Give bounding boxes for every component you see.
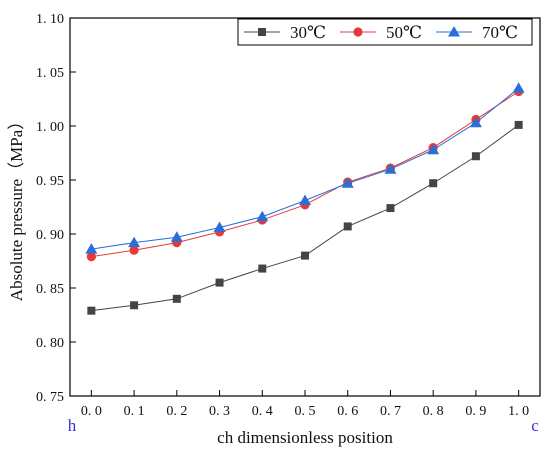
legend-label: 50℃ [386, 23, 422, 42]
data-point [341, 177, 354, 188]
legend-marker [353, 27, 363, 37]
data-point [256, 210, 269, 222]
legend-item-2: 50℃ [340, 23, 422, 42]
data-point [301, 251, 309, 260]
x-tick-label: 0. 6 [337, 404, 358, 419]
x-axis-ticks: 0. 0 0. 1 0. 2 0. 3 0. 4 0. 5 0. 6 0. 7 0. 8 0. 9… [81, 390, 529, 419]
y-tick-label: 0. 80 [36, 336, 64, 351]
legend-label: 30℃ [290, 23, 326, 42]
x-tick-label: 0. 3 [209, 404, 230, 419]
legend: 30℃ 50℃ 70℃ [237, 18, 533, 46]
y-tick-label: 1. 05 [36, 66, 64, 81]
x-tick-label: 1. 0 [508, 404, 529, 419]
end-label-left: h [68, 416, 77, 435]
y-axis-label: Absolute pressure（MPa） [7, 113, 26, 301]
legend-items: 30℃ 50℃ 70℃ [244, 23, 518, 42]
y-tick-label: 1. 00 [36, 120, 64, 135]
y-tick-label: 0. 90 [36, 228, 64, 243]
series-2 [86, 86, 524, 262]
data-point [85, 243, 98, 254]
data-point [129, 245, 139, 255]
end-label-right: c [531, 416, 539, 435]
series-line [91, 91, 519, 258]
data-point [512, 82, 525, 93]
data-point [514, 120, 523, 129]
x-tick-label: 0. 8 [423, 404, 444, 419]
legend-item-3: 70℃ [436, 23, 518, 42]
x-tick-label: 0. 9 [465, 404, 486, 419]
series-3 [85, 82, 525, 254]
data-point [429, 179, 438, 188]
data-point [386, 204, 395, 213]
data-point [469, 116, 482, 128]
data-point [427, 143, 440, 155]
data-point [343, 222, 352, 231]
x-tick-label: 0. 4 [252, 404, 273, 419]
y-tick-label: 0. 85 [36, 282, 64, 297]
series-line [91, 124, 519, 312]
series-layer [85, 82, 525, 315]
data-point [215, 278, 224, 287]
data-point [213, 221, 226, 233]
x-axis-label: ch dimensionless position [217, 428, 393, 447]
series-line [91, 87, 519, 250]
x-tick-label: 0. 2 [166, 404, 187, 419]
data-point [299, 194, 311, 206]
legend-label: 70℃ [482, 23, 518, 42]
data-point [130, 301, 139, 310]
x-tick-label: 0. 1 [124, 404, 145, 419]
data-point [170, 231, 183, 242]
x-tick-label: 0. 5 [295, 404, 316, 419]
data-point [258, 264, 267, 273]
legend-marker [258, 28, 266, 36]
data-point [87, 306, 96, 315]
data-point [128, 236, 141, 248]
x-tick-label: 0. 7 [380, 404, 401, 419]
data-point [384, 163, 397, 174]
y-axis-ticks: 0. 75 0. 80 0. 85 0. 90 0. 95 1. 00 1. 05 1. 10 [36, 12, 76, 405]
y-tick-label: 0. 75 [36, 390, 64, 405]
legend-item-1: 30℃ [244, 23, 326, 42]
series-1 [87, 120, 523, 315]
data-point [172, 294, 181, 303]
legend-marker [448, 26, 460, 37]
y-tick-label: 1. 10 [36, 12, 64, 27]
y-tick-label: 0. 95 [36, 174, 64, 189]
x-tick-label: 0. 0 [81, 404, 102, 419]
data-point [471, 152, 480, 161]
legend-box [237, 18, 533, 46]
data-point [86, 252, 96, 262]
